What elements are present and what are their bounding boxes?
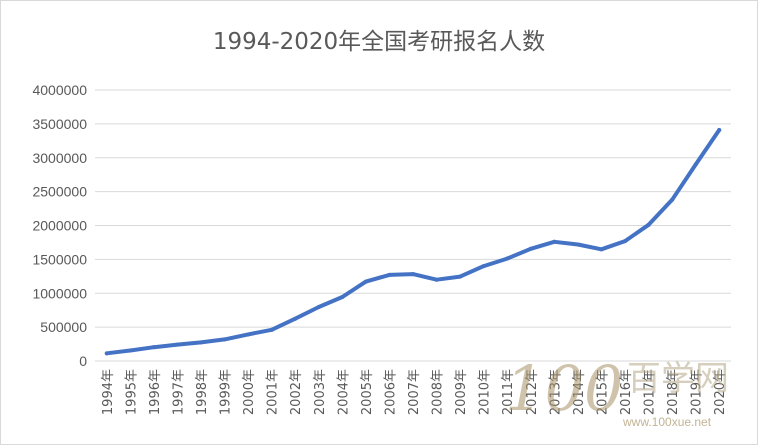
- y-tick-label: 2000000: [32, 218, 87, 234]
- data-point: [434, 277, 439, 282]
- data-point: [293, 316, 298, 321]
- x-tick-label: 2012年: [525, 369, 540, 415]
- y-tick-label: 3000000: [32, 150, 87, 166]
- x-tick-label: 2002年: [289, 369, 304, 415]
- x-tick-label: 2009年: [454, 369, 469, 415]
- data-point: [316, 305, 321, 310]
- data-point: [246, 332, 251, 337]
- x-tick-label: 2003年: [313, 369, 328, 415]
- data-point: [222, 337, 227, 342]
- x-tick-label: 2008年: [431, 369, 446, 415]
- x-tick-label: 2006年: [383, 369, 398, 415]
- data-point: [599, 247, 604, 252]
- x-tick-label: 2017年: [643, 369, 658, 415]
- data-point: [693, 162, 698, 167]
- x-tick-label: 2007年: [407, 369, 422, 415]
- y-tick-label: 3500000: [32, 116, 87, 132]
- x-tick-label: 2014年: [572, 369, 587, 415]
- data-point: [670, 197, 675, 202]
- x-tick-label: 2013年: [548, 369, 563, 415]
- data-point: [575, 242, 580, 247]
- data-point: [175, 342, 180, 347]
- data-point: [340, 294, 345, 299]
- data-point: [505, 256, 510, 261]
- x-tick-label: 1994年: [101, 369, 116, 415]
- data-point: [151, 345, 156, 350]
- x-tick-label: 2018年: [666, 369, 681, 415]
- x-tick-label: 2004年: [336, 369, 351, 415]
- x-tick-label: 2000年: [242, 369, 257, 415]
- data-point: [387, 272, 392, 277]
- x-tick-label: 1997年: [171, 369, 186, 415]
- series-line: [104, 128, 722, 356]
- data-point: [552, 239, 557, 244]
- y-tick-label: 1000000: [32, 285, 87, 301]
- x-tick-label: 2010年: [478, 369, 493, 415]
- data-point: [528, 246, 533, 251]
- y-tick-label: 2500000: [32, 184, 87, 200]
- data-point: [717, 127, 722, 132]
- x-tick-label: 1995年: [124, 369, 139, 415]
- data-point: [269, 327, 274, 332]
- data-point: [646, 222, 651, 227]
- data-point: [458, 274, 463, 279]
- x-tick-label: 2001年: [266, 369, 281, 415]
- data-point: [481, 264, 486, 269]
- y-tick-label: 1500000: [32, 251, 87, 267]
- x-tick-label: 2005年: [360, 369, 375, 415]
- x-tick-label: 1998年: [195, 369, 210, 415]
- data-point: [363, 279, 368, 284]
- x-tick-label: 1999年: [219, 369, 234, 415]
- x-tick-label: 2015年: [595, 369, 610, 415]
- x-tick-label: 2019年: [690, 369, 705, 415]
- y-tick-label: 0: [79, 353, 87, 369]
- x-tick-label: 2011年: [501, 369, 516, 415]
- data-point: [199, 340, 203, 345]
- chart-title: 1994-2020年全国考研报名人数: [212, 29, 546, 55]
- x-tick-label: 2020年: [713, 369, 728, 415]
- data-point: [128, 348, 133, 353]
- data-point: [623, 239, 627, 244]
- y-tick-label: 500000: [40, 319, 87, 335]
- y-tick-label: 4000000: [32, 82, 87, 98]
- x-tick-label: 1996年: [148, 369, 163, 415]
- data-point: [411, 272, 415, 277]
- data-point: [104, 351, 109, 356]
- x-tick-label: 2016年: [619, 369, 634, 415]
